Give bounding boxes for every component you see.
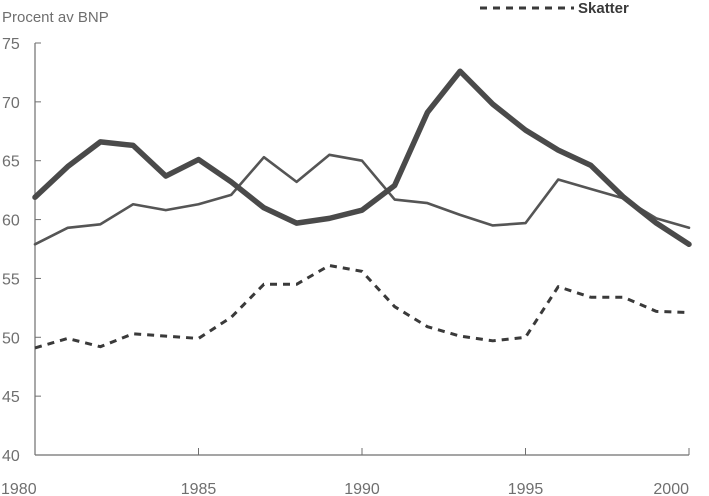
legend-label-skatter: Skatter bbox=[578, 0, 629, 17]
y-tick-label: 45 bbox=[2, 389, 20, 406]
y-tick-label: 50 bbox=[2, 330, 20, 347]
x-tick-label: 1995 bbox=[508, 481, 544, 496]
series-line-thin-solid bbox=[33, 153, 691, 246]
x-tick-label: 1990 bbox=[344, 481, 380, 496]
axes bbox=[34, 43, 689, 456]
x-tick-label: 1985 bbox=[181, 481, 217, 496]
y-tick-label: 70 bbox=[2, 95, 20, 112]
y-tick-label: 75 bbox=[2, 36, 20, 53]
y-tick-labels: 40 45 50 55 60 65 70 75 bbox=[2, 36, 41, 465]
series-layer bbox=[32, 68, 692, 350]
series-line-thick-solid bbox=[32, 68, 692, 248]
y-tick-label: 65 bbox=[2, 154, 20, 171]
x-tick-labels: 1980 1985 1990 1995 2000 bbox=[1, 448, 690, 496]
x-tick-label: 2000 bbox=[653, 481, 689, 496]
x-tick-label: 1980 bbox=[1, 481, 37, 496]
y-tick-label: 55 bbox=[2, 271, 20, 288]
y-tick-label: 40 bbox=[2, 448, 20, 465]
y-axis-label: Procent av BNP bbox=[2, 9, 109, 26]
y-tick-label: 60 bbox=[2, 213, 20, 230]
legend: Skatter bbox=[480, 0, 629, 17]
series-line-skatter bbox=[34, 263, 690, 350]
